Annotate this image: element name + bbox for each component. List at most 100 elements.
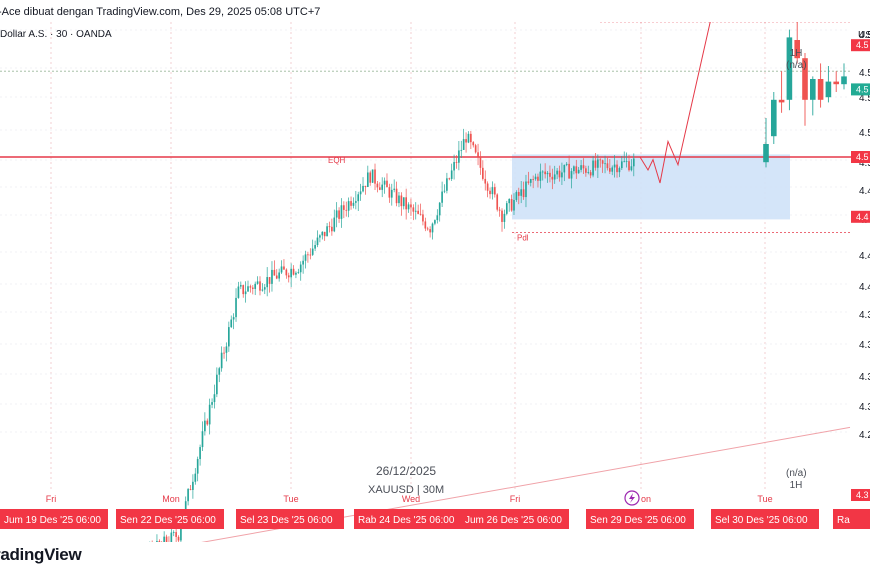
date-label-text: Rab 24 Des '25 06:00 [358, 515, 455, 526]
candle [357, 194, 360, 202]
htf-candle [833, 81, 839, 85]
price-axis-label: 4.5 [859, 68, 870, 79]
price-axis-label: 4.2 [859, 430, 870, 441]
candle [364, 185, 367, 187]
candle [201, 431, 204, 448]
date-label-text: Sel 30 Des '25 06:00 [715, 515, 808, 526]
candle [220, 352, 223, 369]
candle [597, 159, 599, 168]
price-tag-label: 4.5 [856, 40, 869, 50]
candle [515, 192, 518, 200]
date-label-text: Sen 22 Des '25 06:00 [120, 515, 216, 526]
candle [534, 176, 537, 180]
candle [412, 207, 415, 212]
candle [321, 231, 324, 236]
candle [328, 226, 331, 228]
candle [211, 402, 213, 405]
tradingview-logo: radingView [0, 545, 82, 564]
candle [247, 286, 249, 292]
chart-symbol-watermark: XAUUSD | 30M [368, 484, 445, 496]
candle [156, 541, 158, 542]
candle [218, 368, 221, 375]
candle [297, 272, 300, 274]
candle [292, 268, 295, 275]
candle [510, 199, 513, 211]
htf-candle [810, 79, 816, 100]
date-label-text: Jum 19 Des '25 06:00 [4, 515, 101, 526]
chart-date-stamp: 26/12/2025 [376, 464, 437, 478]
candle [587, 172, 590, 173]
projection-path [639, 22, 711, 184]
price-axis-label: 4.3 [859, 372, 870, 383]
candle [208, 404, 211, 425]
candle [501, 210, 503, 222]
date-label-text: Sel 23 Des '25 06:00 [240, 515, 333, 526]
candle [230, 319, 233, 328]
candle [422, 214, 424, 222]
candle [436, 215, 439, 221]
price-axis-label: 4.5 [859, 30, 870, 41]
candle [376, 183, 379, 188]
candle [606, 163, 609, 169]
candle [251, 287, 254, 289]
candle [405, 197, 407, 210]
candle [628, 161, 630, 171]
candle [194, 473, 197, 482]
candle [582, 165, 585, 169]
candle [311, 248, 314, 255]
candle [419, 213, 422, 215]
htf-candle [802, 58, 808, 100]
candle [549, 172, 551, 177]
price-axis-label: 4.5 [859, 158, 870, 169]
price-tag [851, 39, 870, 52]
candle [577, 169, 580, 174]
candle [165, 536, 168, 542]
candle [527, 181, 530, 183]
candle [529, 179, 532, 183]
symbol-info[interactable]: Dollar A.S. · 30 · OANDA [0, 29, 112, 40]
candle [573, 166, 575, 172]
candle [244, 291, 247, 295]
candle [620, 161, 623, 169]
candle [383, 180, 386, 185]
candle [331, 226, 333, 232]
candle [553, 174, 556, 180]
candle [237, 286, 240, 298]
candle [558, 170, 561, 178]
candle [417, 210, 419, 214]
price-tag-label: 4.5 [856, 84, 869, 94]
candle [623, 161, 626, 163]
candle [609, 168, 611, 172]
candle [556, 170, 558, 175]
price-tag-label: 4.4 [856, 212, 869, 222]
candle [395, 188, 398, 204]
candle [486, 183, 489, 191]
candle [522, 189, 525, 198]
candle [343, 205, 345, 210]
candle [594, 160, 597, 168]
price-axis-label: 4.4 [859, 186, 870, 197]
candle [206, 420, 209, 425]
candle [304, 254, 307, 261]
candle [424, 221, 427, 229]
price-axis-label: 4.4 [859, 282, 870, 293]
candle [613, 164, 616, 168]
candle [280, 266, 283, 273]
candle [441, 191, 443, 203]
candle [398, 195, 400, 204]
candle [484, 178, 487, 184]
candle [225, 346, 228, 353]
candle [263, 287, 266, 290]
candle [446, 178, 448, 191]
candle [386, 180, 388, 188]
candle [465, 139, 467, 143]
candle [505, 203, 508, 214]
htf-candle [778, 99, 785, 103]
candle [177, 536, 180, 541]
candle [616, 164, 618, 173]
price-chart[interactable]: PWHEQHPdlPWL4.54.54.54.54.54.44.44.44.44… [0, 22, 870, 542]
candle [498, 209, 501, 211]
candle [429, 229, 431, 233]
candle [295, 272, 297, 275]
candle [618, 168, 621, 173]
